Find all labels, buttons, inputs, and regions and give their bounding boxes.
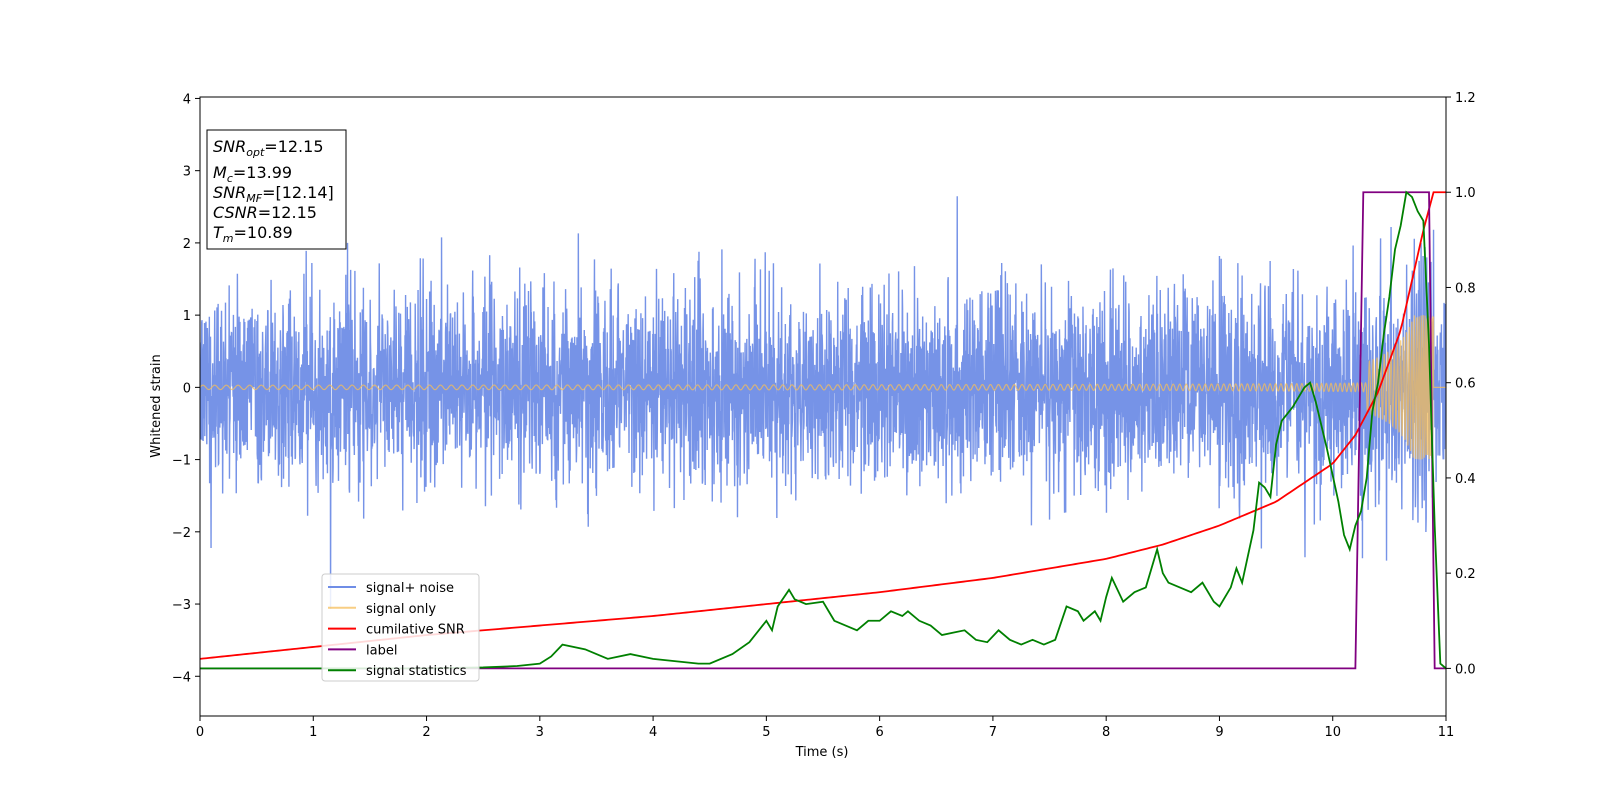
annotation-subscript: opt [246,146,265,159]
series-signal-statistics-line [200,190,1446,670]
x-tick-label: 0 [196,725,204,740]
legend-label: signal only [366,602,436,617]
series-signal-only-line [200,315,1446,460]
y-tick-label: 2 [183,237,191,252]
x-tick-label: 6 [875,725,883,740]
y2-tick-label: 1.2 [1455,91,1476,106]
x-tick-label: 3 [536,725,544,740]
annotation-value: =12.15 [258,203,317,222]
series-signal-noise-line [200,196,1446,610]
annotation-subscript: m [223,232,234,245]
y2-tick-label: 0.2 [1455,567,1476,582]
y2-tick-label: 1.0 [1455,186,1476,201]
annotation-value: =12.15 [264,137,323,156]
annotation-value: =[12.14] [262,183,334,202]
y-tick-label: −1 [172,454,191,469]
annotation-symbol: SNR [213,137,246,156]
legend: signal+ noise signal only cumilative SNR la… [321,573,480,682]
x-tick-label: 10 [1324,725,1341,740]
x-tick-label: 11 [1438,725,1455,740]
y-axis-right: 1.2 1.0 0.8 0.6 0.4 0.2 0.0 [1446,91,1476,677]
y-tick-label: 0 [183,381,191,396]
annotation-value: =13.99 [233,163,292,182]
annotation-line: SNRMF=[12.14] [213,183,334,205]
annotation-line: CSNR=12.15 [213,203,317,222]
x-axis-title: Time (s) [795,745,849,760]
y-tick-label: 4 [183,92,191,107]
y-tick-label: −2 [172,526,191,541]
y-tick-label: 1 [183,309,191,324]
annotation-symbol: SNR [213,183,246,202]
annotation-subscript: c [227,172,233,185]
y-axis-left: 4 3 2 1 0 −1 −2 −3 −4 [172,92,200,685]
annotation-symbol: CSNR [213,203,258,222]
x-tick-label: 4 [649,725,657,740]
annotation-subscript: MF [246,192,262,205]
y2-tick-label: 0.0 [1455,662,1476,677]
x-tick-label: 5 [762,725,770,740]
legend-label: label [366,643,397,658]
annotation-symbol: T [213,223,224,242]
y2-tick-label: 0.4 [1455,472,1476,487]
series-label-line [200,191,1446,670]
annotation-box-frame [206,129,347,250]
x-tick-label: 9 [1215,725,1223,740]
y-tick-label: 3 [183,165,191,180]
annotation-symbol: M [213,163,227,182]
y2-tick-label: 0.8 [1455,281,1476,296]
legend-label: signal statistics [366,664,467,679]
x-axis: 0 1 2 3 4 5 6 7 8 9 10 11 [196,716,1454,740]
annotation-line: Tm=10.89 [213,223,293,245]
x-tick-label: 1 [309,725,317,740]
plot-frame [199,96,1447,717]
legend-label: signal+ noise [366,581,454,596]
y-tick-label: −3 [172,598,191,613]
x-tick-label: 8 [1102,725,1110,740]
annotation-line: SNRopt=12.15 [213,137,324,159]
annotation-box: SNRopt=12.15Mc=13.99SNRMF=[12.14]CSNR=12… [206,129,347,250]
y-tick-label: −4 [172,670,191,685]
annotation-value: =10.89 [234,223,293,242]
y2-tick-label: 0.6 [1455,377,1476,392]
y-axis-title: Whitened strain [149,354,164,457]
legend-frame [321,573,480,682]
x-tick-label: 7 [989,725,997,740]
x-tick-label: 2 [422,725,430,740]
legend-label: cumilative SNR [366,623,465,638]
annotation-line: Mc=13.99 [213,163,292,185]
